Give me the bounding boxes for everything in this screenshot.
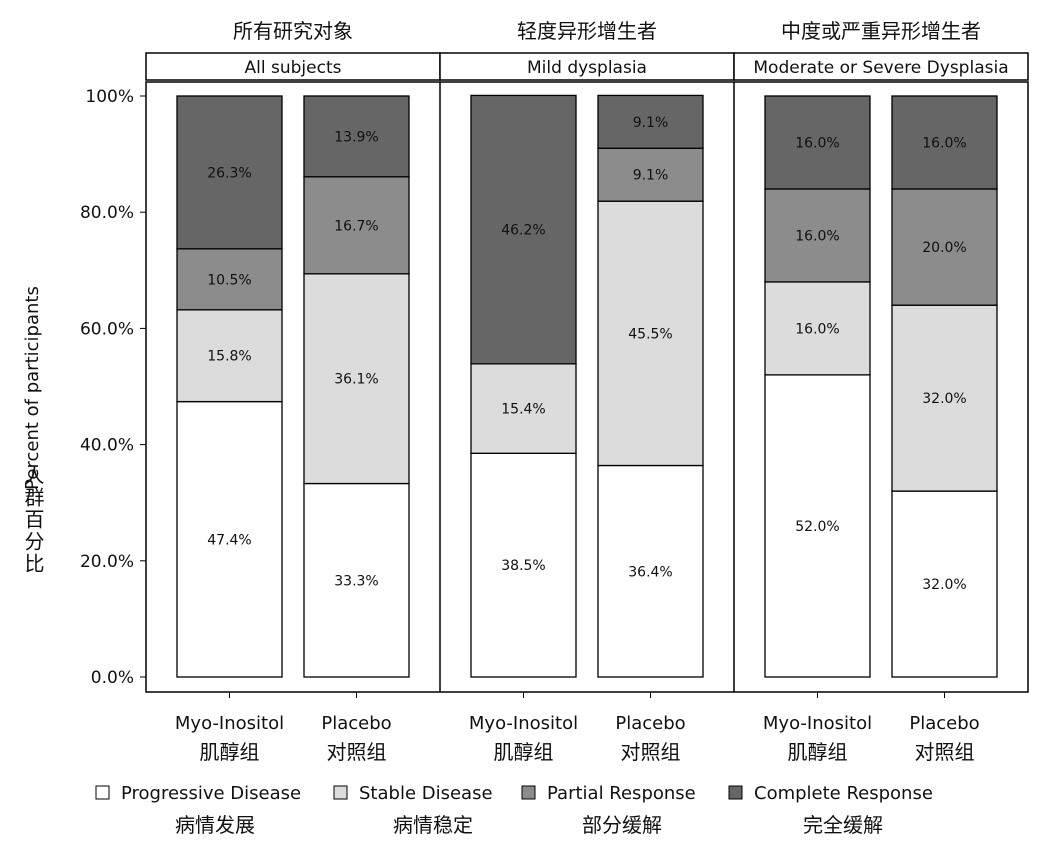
data-label: 13.9% [334, 129, 378, 145]
panel-title-cn: 中度或严重异形增生者 [781, 19, 981, 43]
data-label: 47.4% [207, 532, 251, 548]
bar-segment [303, 95, 410, 178]
x-tick-label: Myo-Inositol [175, 713, 284, 734]
data-label: 16.0% [795, 135, 839, 151]
x-tick-label-cn: 肌醇组 [200, 740, 260, 764]
legend-label: Progressive Disease [121, 783, 301, 804]
y-tick-label: 100% [85, 87, 134, 107]
data-label: 9.1% [633, 168, 669, 184]
y-tick-label: 60.0% [80, 319, 134, 339]
y-tick-label: 80.0% [80, 203, 134, 223]
bar-segment [597, 147, 704, 202]
panel-header [145, 52, 441, 81]
x-tick-label-cn: 对照组 [327, 740, 387, 764]
data-label: 26.3% [207, 165, 251, 181]
data-label: 36.1% [334, 372, 378, 388]
data-label: 16.7% [334, 218, 378, 234]
bar-segment [891, 304, 998, 492]
legend-label: Stable Disease [359, 783, 493, 804]
bar-segment [303, 273, 410, 485]
bar-segment [764, 281, 871, 376]
legend-swatch [95, 785, 110, 800]
bar-segment [764, 95, 871, 190]
x-tick-label-cn: 肌醇组 [788, 740, 848, 764]
bar-segment [176, 400, 283, 678]
legend-label-cn: 部分缓解 [582, 813, 662, 837]
data-label: 36.4% [628, 564, 672, 580]
legend-label: Complete Response [754, 783, 933, 804]
plot-frame [145, 81, 1029, 693]
panel-header [733, 52, 1029, 81]
data-label: 46.2% [501, 223, 545, 239]
bar-segment [176, 95, 283, 250]
x-tick-label: Placebo [909, 713, 979, 734]
x-tick-label-cn: 对照组 [915, 740, 975, 764]
bar-segment [764, 374, 871, 678]
data-label: 15.8% [207, 349, 251, 365]
y-axis-label: Percent of participants [22, 286, 43, 490]
x-tick-label: Placebo [321, 713, 391, 734]
legend-label-cn: 完全缓解 [803, 813, 883, 837]
data-label: 32.0% [922, 391, 966, 407]
bar-segment [597, 200, 704, 467]
panel-title: All subjects [245, 58, 342, 78]
bar-segment [303, 176, 410, 275]
data-label: 52.0% [795, 519, 839, 535]
data-label: 16.0% [795, 228, 839, 244]
bar-segment [303, 482, 410, 678]
legend-label-cn: 病情稳定 [393, 813, 473, 837]
bar-segment [470, 363, 577, 454]
bar-segment [764, 188, 871, 283]
data-label: 16.0% [922, 135, 966, 151]
y-tick-label: 20.0% [80, 552, 134, 572]
data-label: 33.3% [334, 573, 378, 589]
bar-segment [891, 188, 998, 306]
y-axis-label-cn: 人群百分比 [21, 465, 45, 575]
data-label: 9.1% [633, 115, 669, 131]
data-label: 32.0% [922, 577, 966, 593]
x-tick-label: Placebo [615, 713, 685, 734]
panel-title-cn: 所有研究对象 [233, 19, 353, 43]
legend-swatch [728, 785, 743, 800]
bar-segment [891, 490, 998, 678]
data-label: 15.4% [501, 402, 545, 418]
x-tick-label-cn: 肌醇组 [494, 740, 554, 764]
x-tick-label: Myo-Inositol [469, 713, 578, 734]
bar-segment [597, 464, 704, 678]
data-label: 20.0% [922, 240, 966, 256]
panel-title: Moderate or Severe Dysplasia [753, 58, 1008, 78]
legend-label-cn: 病情发展 [175, 813, 255, 837]
y-tick-label: 0.0% [91, 668, 134, 688]
bar-segment [891, 95, 998, 190]
data-label: 45.5% [628, 326, 672, 342]
panel-title-cn: 轻度异形增生者 [517, 19, 657, 43]
legend-label: Partial Response [547, 783, 696, 804]
x-tick-label-cn: 对照组 [621, 740, 681, 764]
panel-title: Mild dysplasia [527, 58, 647, 78]
data-label: 16.0% [795, 321, 839, 337]
x-tick-label: Myo-Inositol [763, 713, 872, 734]
data-label: 38.5% [501, 558, 545, 574]
bar-segment [176, 309, 283, 403]
y-tick-label: 40.0% [80, 436, 134, 456]
data-label: 10.5% [207, 272, 251, 288]
bar-segment [470, 94, 577, 365]
bar-segment [176, 248, 283, 311]
bar-segment [470, 452, 577, 678]
legend-swatch [333, 785, 348, 800]
bar-segment [597, 94, 704, 149]
legend-swatch [521, 785, 536, 800]
panel-header [439, 52, 735, 81]
